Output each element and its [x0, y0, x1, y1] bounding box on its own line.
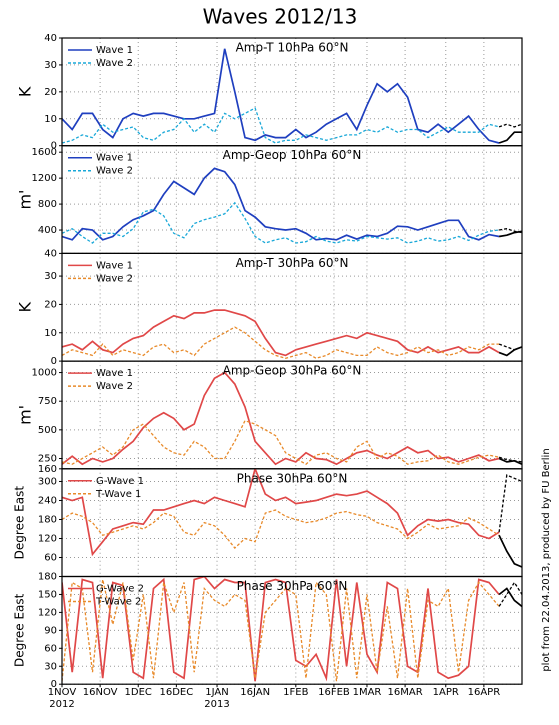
y-axis-label: Degree East — [13, 593, 27, 667]
series-line — [498, 587, 522, 608]
legend-label: G-Wave 1 — [96, 476, 144, 487]
series-line — [62, 201, 500, 244]
series-line — [62, 579, 500, 682]
y-tick-label: 10 — [44, 328, 57, 339]
y-tick-label: 150 — [38, 589, 57, 600]
series-line — [62, 167, 500, 241]
x-tick-label: 16APR — [468, 687, 501, 698]
x-tick-label: 1DEC — [125, 687, 152, 698]
legend-label: G-Wave 2 — [96, 584, 144, 595]
page-title: Waves 2012/13 — [203, 5, 358, 29]
y-tick-label: 240 — [38, 495, 57, 506]
y-tick-label: 20 — [44, 299, 57, 310]
series-line — [62, 326, 500, 359]
x-tick-label: 16NOV — [83, 687, 118, 698]
y-tick-label: 30 — [44, 60, 57, 71]
y-axis-label: K — [16, 86, 35, 97]
series-line — [62, 468, 500, 557]
panel-title: Amp-T 10hPa 60°N — [236, 41, 349, 55]
series-line — [62, 371, 500, 466]
y-tick-label: 180 — [38, 514, 57, 525]
y-tick-label: 120 — [38, 607, 57, 618]
legend-label: Wave 1 — [96, 260, 133, 271]
y-axis-label: m' — [16, 190, 35, 210]
year-label: 2012 — [49, 699, 74, 710]
series-line — [62, 419, 500, 465]
legend-label: T-Wave 2 — [95, 597, 141, 608]
y-tick-label: 180 — [38, 572, 57, 583]
x-tick-label: 1MAR — [353, 687, 382, 698]
y-tick-label: 1000 — [32, 368, 57, 379]
legend-label: Wave 1 — [96, 368, 133, 379]
y-tick-label: 30 — [44, 271, 57, 282]
series-line — [498, 343, 522, 351]
y-tick-label: 120 — [38, 533, 57, 544]
series-line — [498, 456, 522, 463]
x-tick-label: 1NOV — [48, 687, 77, 698]
year-label: 2013 — [204, 699, 229, 710]
panel-title: Amp-Geop 30hPa 60°N — [223, 364, 362, 378]
y-tick-label: 0 — [51, 141, 57, 152]
series-line — [62, 509, 500, 549]
y-tick-label: 750 — [38, 396, 57, 407]
x-tick-label: 1FEB — [283, 687, 308, 698]
credit: plot from 22.04.2013, produced by FU Ber… — [541, 448, 552, 671]
series-line — [498, 457, 522, 465]
y-tick-label: 60 — [44, 552, 57, 563]
series-line — [62, 576, 500, 682]
panel-title: Amp-T 30hPa 60°N — [236, 256, 349, 270]
y-tick-label: 30 — [44, 661, 57, 672]
panel-title: Phase 30hPa 60°N — [237, 579, 348, 593]
y-tick-label: 0 — [51, 679, 57, 690]
legend-label: Wave 2 — [96, 381, 133, 392]
series-line — [498, 228, 522, 234]
y-tick-label: 60 — [44, 643, 57, 654]
y-tick-label: 1600 — [32, 147, 57, 158]
y-axis-label: K — [16, 302, 35, 313]
y-tick-label: 800 — [38, 199, 57, 210]
x-tick-label: 1JAN — [205, 687, 228, 698]
y-tick-label: 500 — [38, 425, 57, 436]
y-tick-label: 250 — [38, 453, 57, 464]
legend-label: Wave 1 — [96, 45, 133, 56]
series-line — [498, 474, 522, 533]
y-tick-label: 300 — [38, 476, 57, 487]
y-axis-label: Degree East — [13, 486, 27, 560]
series-line — [498, 123, 522, 128]
x-tick-label: 16DEC — [159, 687, 193, 698]
y-tick-label: 90 — [44, 625, 57, 636]
x-tick-label: 16JAN — [240, 687, 270, 698]
y-tick-label: 0 — [51, 356, 57, 367]
legend-label: Wave 2 — [96, 166, 133, 177]
y-tick-label: 40 — [44, 33, 57, 44]
panel-title: Amp-Geop 10hPa 60°N — [223, 148, 362, 162]
x-tick-label: 16MAR — [388, 687, 423, 698]
y-tick-label: 40 — [44, 248, 57, 259]
y-tick-label: 1200 — [32, 173, 57, 184]
series-line — [62, 48, 500, 144]
y-tick-label: 400 — [38, 225, 57, 236]
panel-title: Phase 30hPa 60°N — [237, 471, 348, 485]
x-tick-label: 1APR — [433, 687, 459, 698]
panel-frame — [61, 575, 523, 685]
legend-label: Wave 2 — [96, 58, 133, 69]
series-line — [498, 230, 522, 238]
series-line — [62, 309, 500, 357]
y-axis-label: m' — [16, 405, 35, 425]
y-tick-label: 10 — [44, 114, 57, 125]
legend-label: T-Wave 1 — [95, 489, 141, 500]
panel — [59, 468, 522, 577]
legend-label: Wave 2 — [96, 273, 133, 284]
series-line — [498, 534, 522, 568]
series-line — [498, 131, 522, 144]
y-tick-label: 20 — [44, 87, 57, 98]
series-line — [498, 581, 522, 607]
x-tick-label: 16FEB — [318, 687, 350, 698]
legend-label: Wave 1 — [96, 153, 133, 164]
y-tick-label: 160 — [38, 464, 57, 475]
series-line — [62, 107, 500, 144]
